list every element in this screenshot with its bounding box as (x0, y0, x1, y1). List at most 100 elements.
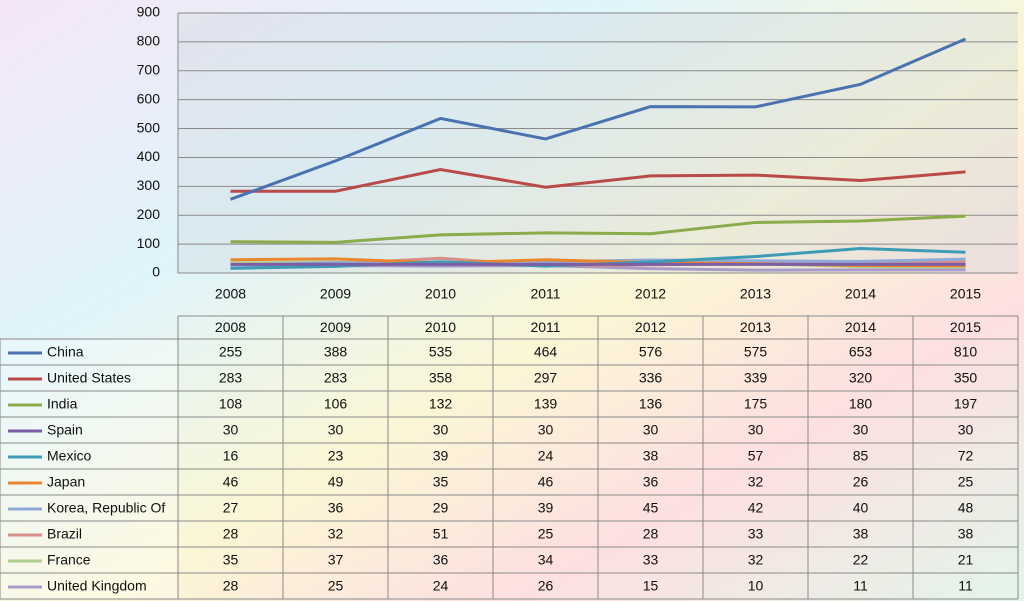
table-cell: 26 (538, 578, 554, 594)
y-tick-label: 100 (137, 235, 161, 251)
table-cell: 36 (433, 552, 449, 568)
table-cell: 139 (534, 396, 558, 412)
series-line (229, 37, 967, 201)
table-cell: 339 (744, 370, 768, 386)
table-cell: 36 (328, 500, 344, 516)
table-cell: 28 (223, 526, 239, 542)
table-header: 2013 (740, 319, 771, 335)
table-cell: 38 (643, 448, 659, 464)
table-cell: 255 (219, 344, 243, 360)
table-cell: 297 (534, 370, 558, 386)
table-cell: 197 (954, 396, 978, 412)
table-cell: 38 (958, 526, 974, 542)
table-cell: 21 (958, 552, 974, 568)
table-cell: 40 (853, 500, 869, 516)
table-cell: 180 (849, 396, 873, 412)
table-cell: 25 (538, 526, 554, 542)
table-cell: 46 (538, 474, 554, 490)
table-header: 2015 (950, 319, 981, 335)
table-cell: 336 (639, 370, 663, 386)
table-cell: 10 (748, 578, 764, 594)
y-tick-label: 300 (137, 177, 161, 193)
table-cell: 575 (744, 344, 768, 360)
x-tick-label: 2014 (845, 286, 876, 302)
y-tick-label: 400 (137, 148, 161, 164)
table-cell: 85 (853, 448, 869, 464)
y-tick-label: 800 (137, 33, 161, 49)
table-cell: 30 (853, 422, 869, 438)
legend-label: Japan (47, 474, 85, 490)
table-cell: 30 (223, 422, 239, 438)
table-header: 2008 (215, 319, 246, 335)
legend-label: France (47, 552, 91, 568)
table-header: 2010 (425, 319, 456, 335)
table-cell: 29 (433, 500, 449, 516)
x-tick-label: 2013 (740, 286, 771, 302)
table-cell: 388 (324, 344, 348, 360)
table-cell: 30 (748, 422, 764, 438)
table-cell: 46 (223, 474, 239, 490)
table-cell: 30 (538, 422, 554, 438)
y-tick-label: 700 (137, 61, 161, 77)
table-cell: 48 (958, 500, 974, 516)
table-header: 2011 (530, 319, 560, 335)
table-cell: 35 (223, 552, 239, 568)
x-tick-label: 2009 (320, 286, 351, 302)
table-cell: 34 (538, 552, 554, 568)
table-cell: 132 (429, 396, 453, 412)
table-cell: 37 (328, 552, 344, 568)
table-cell: 32 (748, 552, 764, 568)
table-header: 2014 (845, 319, 876, 335)
y-tick-label: 200 (137, 206, 161, 222)
y-tick-label: 900 (137, 4, 161, 20)
table-cell: 39 (538, 500, 554, 516)
x-tick-label: 2010 (425, 286, 456, 302)
legend-label: Spain (47, 422, 83, 438)
x-tick-label: 2011 (530, 286, 560, 302)
legend-label: United States (47, 370, 131, 386)
table-cell: 464 (534, 344, 558, 360)
table-cell: 136 (639, 396, 663, 412)
table-cell: 42 (748, 500, 764, 516)
table-header: 2009 (320, 319, 351, 335)
table-header: 2012 (635, 319, 666, 335)
legend-label: Brazil (47, 526, 82, 542)
table-cell: 810 (954, 344, 978, 360)
plot-area (178, 13, 1018, 273)
table-cell: 30 (958, 422, 974, 438)
table-cell: 45 (643, 500, 659, 516)
table-cell: 358 (429, 370, 453, 386)
series-line (230, 168, 966, 193)
table-cell: 26 (853, 474, 869, 490)
table-cell: 25 (328, 578, 344, 594)
table-cell: 24 (433, 578, 449, 594)
table-cell: 32 (748, 474, 764, 490)
table-cell: 106 (324, 396, 348, 412)
x-tick-label: 2008 (215, 286, 246, 302)
table-cell: 15 (643, 578, 659, 594)
table-cell: 283 (219, 370, 243, 386)
table-cell: 653 (849, 344, 873, 360)
table-cell: 535 (429, 344, 453, 360)
y-tick-label: 600 (137, 90, 161, 106)
table-cell: 57 (748, 448, 764, 464)
table-cell: 11 (958, 578, 973, 594)
table-cell: 33 (748, 526, 764, 542)
table-cell: 72 (958, 448, 974, 464)
table-cell: 39 (433, 448, 449, 464)
y-tick-label: 500 (137, 119, 161, 135)
table-cell: 28 (643, 526, 659, 542)
legend-label: Mexico (47, 448, 92, 464)
table-cell: 36 (643, 474, 659, 490)
table-cell: 22 (853, 552, 869, 568)
legend-label: United Kingdom (47, 578, 147, 594)
x-tick-label: 2012 (635, 286, 666, 302)
legend-label: China (47, 344, 84, 360)
table-cell: 320 (849, 370, 873, 386)
table-cell: 51 (433, 526, 449, 542)
table-cell: 25 (958, 474, 974, 490)
table-cell: 30 (433, 422, 449, 438)
table-cell: 35 (433, 474, 449, 490)
